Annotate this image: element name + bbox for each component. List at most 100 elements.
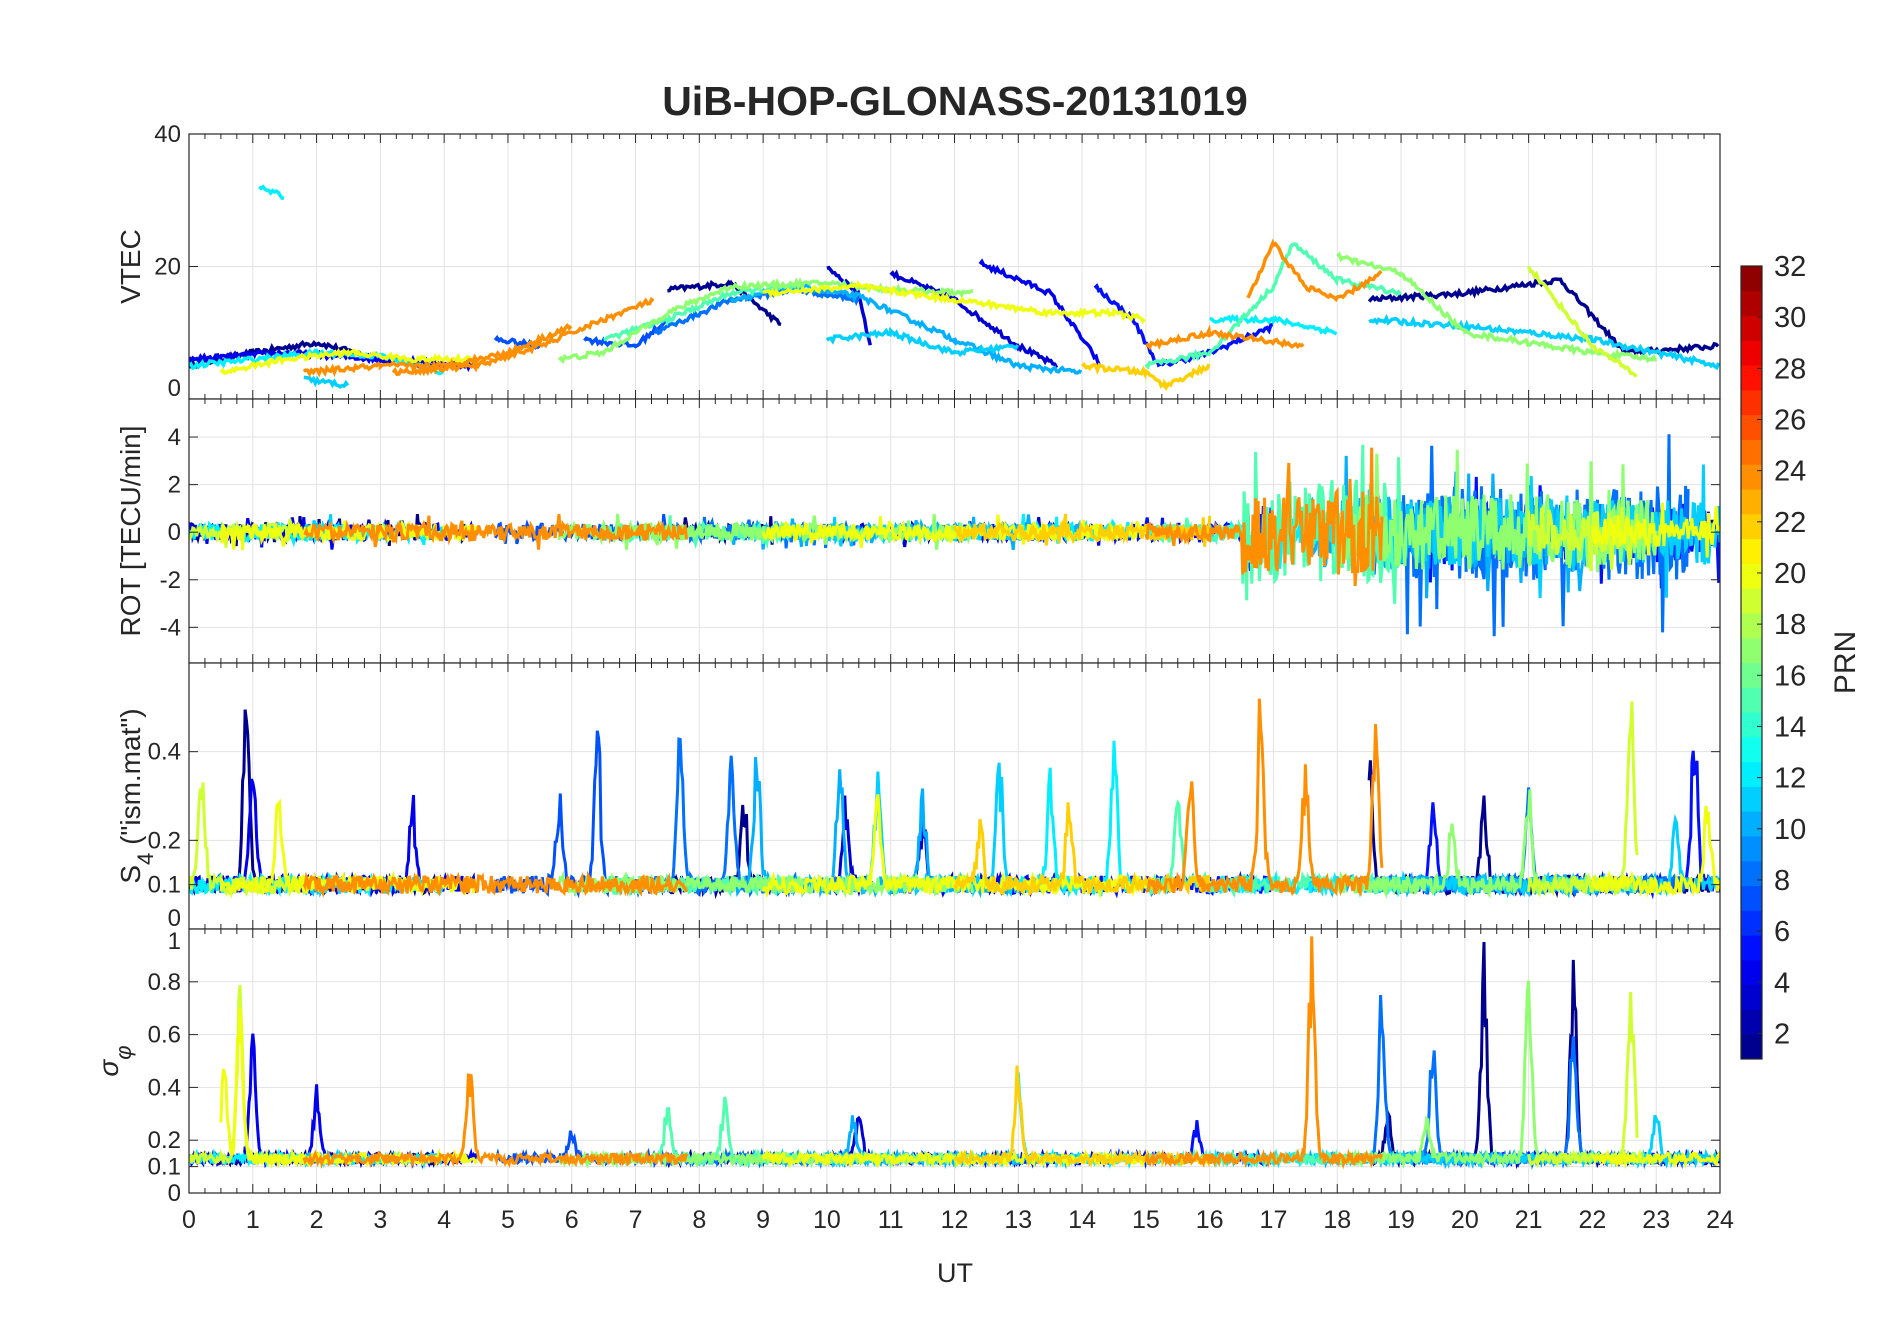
rot-line-prn-20 [761, 514, 1147, 548]
vtec-line-prn-7 [583, 319, 668, 349]
x-tick-label: 14 [1068, 1206, 1096, 1234]
colorbar-level [1741, 712, 1762, 738]
s4-line-prn-17 [557, 870, 975, 899]
x-tick-label: 22 [1579, 1206, 1607, 1234]
colorbar-level [1741, 786, 1762, 812]
y-tick-label: -2 [160, 567, 181, 594]
colorbar-level [1741, 414, 1762, 440]
colorbar-level [1741, 860, 1762, 887]
colorbar-level [1741, 761, 1762, 787]
colorbar-tick-label: 8 [1774, 865, 1790, 897]
y-tick-label: 0.4 [148, 739, 181, 766]
y-tick-label: 0.2 [148, 827, 181, 854]
x-tick-label: 13 [1004, 1206, 1032, 1234]
colorbar-level [1741, 464, 1762, 490]
x-tick-label: 9 [756, 1206, 770, 1234]
rot-line-prn-20 [1590, 502, 1720, 558]
colorbar-level [1741, 340, 1762, 366]
vtec-line-prn-11 [303, 375, 350, 389]
colorbar-label: PRN [1829, 631, 1862, 694]
y-tick-label: 1 [168, 928, 181, 955]
colorbar-tick-label: 12 [1774, 763, 1806, 795]
x-tick-label: 6 [565, 1206, 579, 1234]
colorbar-level [1741, 637, 1762, 663]
colorbar-level [1741, 489, 1762, 515]
colorbar-level [1741, 266, 1762, 292]
colorbar-level [1741, 588, 1762, 614]
colorbar-level [1741, 389, 1762, 416]
panel-s4: 0.1 0.2 0.4 0 S4 ("ism.mat") [115, 662, 1721, 932]
x-tick-label: 10 [813, 1206, 841, 1234]
series-group [189, 698, 1720, 900]
colorbar-level [1741, 290, 1762, 317]
vtec-line-prn-4 [978, 258, 1101, 366]
panel-vtec: 0 20 40 VTEC [115, 121, 1721, 402]
y-axis-label-sigma: σφ [93, 1045, 136, 1076]
vtec-line-prn-20 [762, 279, 1146, 324]
vtec-line-prn-24 [1246, 238, 1383, 303]
chart-title: UiB-HOP-GLONASS-20131019 [662, 78, 1248, 124]
colorbar-level [1741, 1034, 1762, 1060]
colorbar-level [1741, 315, 1762, 341]
x-tick-label: 18 [1323, 1206, 1351, 1234]
s4-line-prn-24 [1145, 698, 1384, 897]
rot-line-prn-24 [1144, 447, 1384, 587]
colorbar-level [1741, 984, 1762, 1010]
colorbar-level [1741, 513, 1762, 540]
y-tick-label: 0 [168, 519, 181, 546]
vtec-line-prn-22 [1081, 362, 1211, 392]
x-tick-label: 16 [1196, 1206, 1224, 1234]
colorbar-level [1741, 687, 1762, 713]
colorbar-level [1741, 1009, 1762, 1035]
vtec-line-prn-24 [391, 296, 655, 377]
colorbar-level [1741, 563, 1762, 589]
y-tick-label: 0.8 [148, 969, 181, 996]
s4-line-prn-24 [302, 870, 689, 899]
colorbar-tick-label: 32 [1774, 251, 1806, 283]
colorbar-tick-label: 22 [1774, 507, 1806, 539]
panel-rot: -4 -2 0 2 4 ROT [TECU/min] [115, 398, 1721, 664]
colorbar-tick-label: 28 [1774, 353, 1806, 385]
x-tick-label: 8 [692, 1206, 706, 1234]
y-tick-label: 0 [168, 1180, 181, 1207]
vtec-line-prn-15 [603, 283, 795, 342]
colorbar-level [1741, 959, 1762, 986]
y-tick-label: 40 [154, 121, 181, 148]
y-tick-label: 20 [154, 254, 181, 281]
colorbar-level [1741, 736, 1762, 763]
series-group [189, 184, 1720, 392]
vtec-line-prn-20 [219, 347, 477, 376]
vtec-line-prn-12 [258, 184, 285, 201]
x-tick-label: 4 [437, 1206, 451, 1234]
colorbar-tick-label: 30 [1774, 302, 1806, 334]
x-tick-label: 2 [310, 1206, 324, 1234]
colorbar-level [1741, 662, 1762, 688]
colorbar-tick-label: 14 [1774, 711, 1806, 743]
y-tick-label: 0.6 [148, 1022, 181, 1049]
vtec-line-prn-24 [302, 322, 573, 378]
x-tick-label: 1 [246, 1206, 260, 1234]
x-tick-label: 5 [501, 1206, 515, 1234]
rot-line-prn-17 [1335, 449, 1658, 573]
rot-line-prn-24 [303, 513, 689, 550]
y-tick-label: 0 [168, 375, 181, 402]
y-tick-label: -4 [160, 614, 181, 641]
x-tick-label: 24 [1706, 1206, 1734, 1234]
colorbar-level [1741, 811, 1762, 837]
y-tick-label: 0.1 [148, 872, 181, 899]
vtec-line-prn-12 [1209, 313, 1338, 336]
colorbar-tick-label: 2 [1774, 1018, 1790, 1050]
colorbar-tick-label: 4 [1774, 967, 1790, 999]
colorbar-level [1741, 910, 1762, 936]
colorbar-tick-label: 16 [1774, 660, 1806, 692]
vtec-line-prn-24 [1145, 324, 1305, 351]
colorbar-tick-label: 26 [1774, 404, 1806, 436]
y-tick-label: 0.4 [148, 1074, 181, 1101]
vtec-line-prn-19 [1526, 265, 1638, 378]
colorbar-tick-label: 6 [1774, 916, 1790, 948]
y-axis-label-s4: S4 ("ism.mat") [115, 708, 158, 883]
